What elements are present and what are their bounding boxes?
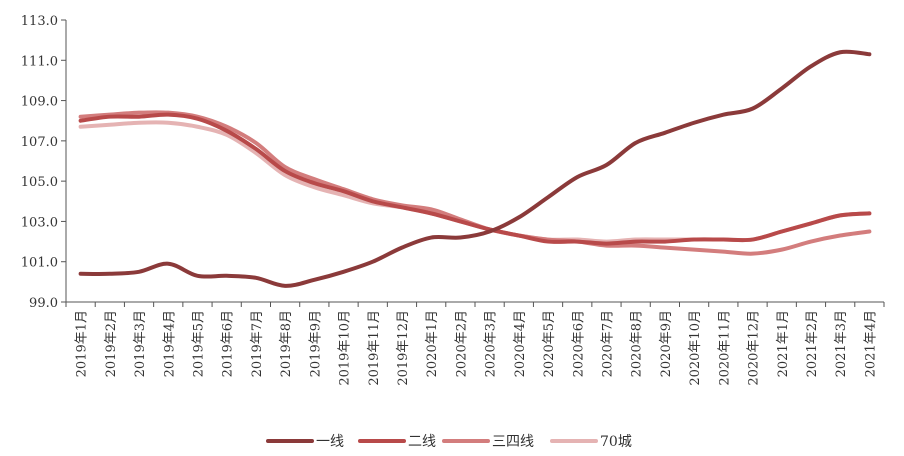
x-axis: 2019年1月 2019年2月 2019年3月 2019年4月 2019年5月 2019年… [65, 301, 885, 386]
series-line-3 [78, 110, 872, 256]
x-tick-label: 2020年4月 [513, 310, 528, 377]
x-tick-label: 2021年2月 [805, 310, 820, 377]
x-tick-label: 2020年3月 [484, 310, 499, 377]
y-tick-label: 107.0 [21, 135, 58, 150]
x-tick-label: 2020年10月 [688, 310, 703, 386]
x-tick-label: 2020年5月 [542, 310, 557, 377]
x-tick-label: 2020年2月 [454, 310, 469, 377]
x-tick-label: 2019年1月 [75, 310, 90, 377]
x-tick-label: 2019年9月 [308, 310, 323, 377]
legend-label: 一线 [316, 434, 344, 450]
y-tick-label: 111.0 [21, 54, 58, 69]
x-tick-label: 2019年8月 [279, 310, 294, 377]
x-tick-label: 2020年7月 [600, 310, 615, 377]
x-tick-label: 2019年7月 [250, 310, 265, 377]
x-tick-label: 2019年3月 [133, 310, 148, 377]
x-tick-label: 2021年3月 [834, 310, 849, 377]
x-tick-label: 2020年9月 [659, 310, 674, 377]
x-tick-label: 2020年8月 [630, 310, 645, 377]
series-line-2 [78, 112, 872, 246]
x-tick-label: 2019年5月 [191, 310, 206, 377]
x-tick-label: 2019年12月 [396, 310, 411, 386]
x-tick-label: 2019年6月 [221, 310, 236, 377]
y-axis: 99.0 101.0 103.0 105.0 107.0 109.0 111.0 113.0 [21, 14, 67, 311]
legend: 一线 二线 三四线 70城 [266, 434, 632, 450]
x-tick-label: 2020年1月 [425, 310, 440, 377]
x-tick-label: 2019年4月 [162, 310, 177, 377]
y-tick-label: 105.0 [21, 175, 58, 190]
series-line-1 [78, 49, 872, 288]
y-tick-label: 101.0 [21, 256, 58, 271]
x-tick-label: 2021年4月 [863, 310, 878, 377]
y-tick-label: 113.0 [21, 14, 58, 29]
x-tick-label: 2020年12月 [747, 310, 762, 386]
x-tick-label: 2020年6月 [571, 310, 586, 377]
legend-label: 三四线 [492, 434, 534, 450]
legend-label: 70城 [600, 434, 632, 450]
x-tick-label: 2019年11月 [367, 310, 382, 386]
x-tick-label: 2019年2月 [104, 310, 119, 377]
y-tick-label: 103.0 [21, 215, 58, 230]
x-tick-label: 2021年1月 [776, 310, 791, 377]
y-tick-label: 99.0 [29, 296, 58, 311]
series-layer [78, 49, 872, 288]
y-tick-label: 109.0 [21, 95, 58, 110]
x-tick-label: 2019年10月 [338, 310, 353, 386]
legend-label: 二线 [408, 434, 436, 450]
x-tick-label: 2020年11月 [717, 310, 732, 386]
